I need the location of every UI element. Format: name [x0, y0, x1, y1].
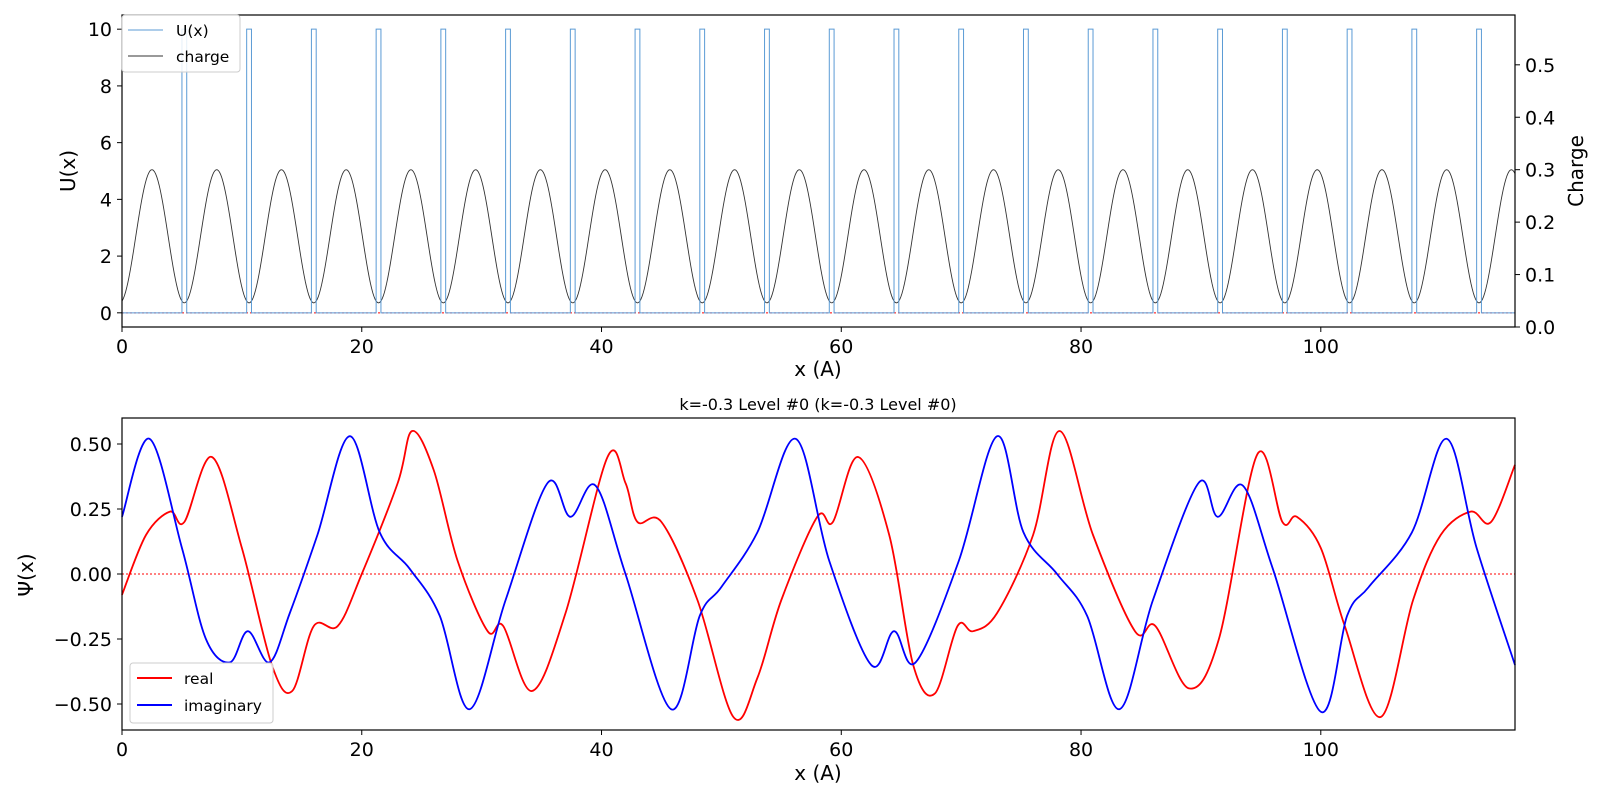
top-y-tick-label: 4	[100, 189, 112, 211]
top-legend-box	[121, 14, 241, 73]
bottom-x-tick-label: 0	[116, 739, 128, 761]
top-y-right-tick-label: 0.0	[1525, 317, 1555, 339]
bottom-x-axis-ticks: 0 20 40 60 80 100	[116, 730, 1339, 761]
top-plot-area	[121, 28, 1516, 314]
top-x-tick-label: 0	[116, 336, 128, 358]
top-legend: U(x) charge	[121, 14, 241, 73]
wavefunction-chart: k=-0.3 Level #0 (k=-0.3 Level #0) 0 20 40 6…	[14, 395, 1516, 785]
top-y-right-tick-label: 0.2	[1525, 212, 1555, 234]
bottom-y-axis-label: Ψ(x)	[14, 553, 38, 596]
bottom-legend: real imaginary	[129, 662, 274, 724]
bottom-x-tick-label: 40	[589, 739, 613, 761]
top-x-tick-label: 80	[1069, 336, 1093, 358]
bottom-x-axis-label: x (A)	[794, 761, 841, 785]
real-series-line	[121, 430, 1516, 721]
bottom-x-tick-label: 20	[350, 739, 374, 761]
top-x-tick-label: 40	[589, 336, 613, 358]
top-x-tick-label: 100	[1303, 336, 1339, 358]
potential-series-line	[122, 28, 1515, 314]
top-y-tick-label: 8	[100, 76, 112, 98]
bottom-y-axis-ticks: −0.50 −0.25 0.00 0.25 0.50	[54, 434, 122, 716]
bottom-y-tick-label: −0.25	[54, 629, 112, 651]
top-x-axis-ticks: 0 20 40 60 80 100	[116, 327, 1339, 358]
bottom-y-tick-label: −0.50	[54, 694, 112, 716]
bottom-x-tick-label: 100	[1303, 739, 1339, 761]
bottom-y-tick-label: 0.50	[70, 434, 112, 456]
top-y-tick-label: 0	[100, 303, 112, 325]
top-x-tick-label: 20	[350, 336, 374, 358]
imaginary-series-line	[121, 435, 1516, 713]
top-y-right-tick-label: 0.5	[1525, 55, 1555, 77]
top-y-tick-label: 10	[88, 19, 112, 41]
top-y-tick-label: 6	[100, 133, 112, 155]
top-y-axis-right-ticks: 0.0 0.1 0.2 0.3 0.4 0.5	[1515, 55, 1555, 339]
top-y-axis-ticks: 0 2 4 6 8 10	[88, 19, 122, 325]
top-y-axis-right-label: Charge	[1564, 135, 1588, 207]
top-y-axis-label: U(x)	[56, 150, 80, 192]
top-y-right-tick-label: 0.4	[1525, 107, 1555, 129]
top-y-tick-label: 2	[100, 246, 112, 268]
top-legend-label-charge: charge	[176, 48, 229, 66]
bottom-plot-area	[121, 430, 1516, 721]
top-plot-frame	[121, 14, 1516, 328]
bottom-chart-title: k=-0.3 Level #0 (k=-0.3 Level #0)	[679, 395, 956, 414]
bottom-y-tick-label: 0.00	[70, 564, 112, 586]
top-x-tick-label: 60	[829, 336, 853, 358]
bottom-legend-label-real: real	[184, 670, 213, 688]
top-y-right-tick-label: 0.1	[1525, 265, 1555, 287]
top-x-axis-label: x (A)	[794, 357, 841, 381]
top-legend-label-ux: U(x)	[176, 22, 209, 40]
bottom-y-tick-label: 0.25	[70, 499, 112, 521]
bottom-legend-label-imaginary: imaginary	[184, 697, 262, 715]
top-y-right-tick-label: 0.3	[1525, 160, 1555, 182]
bottom-x-tick-label: 80	[1069, 739, 1093, 761]
bottom-x-tick-label: 60	[829, 739, 853, 761]
